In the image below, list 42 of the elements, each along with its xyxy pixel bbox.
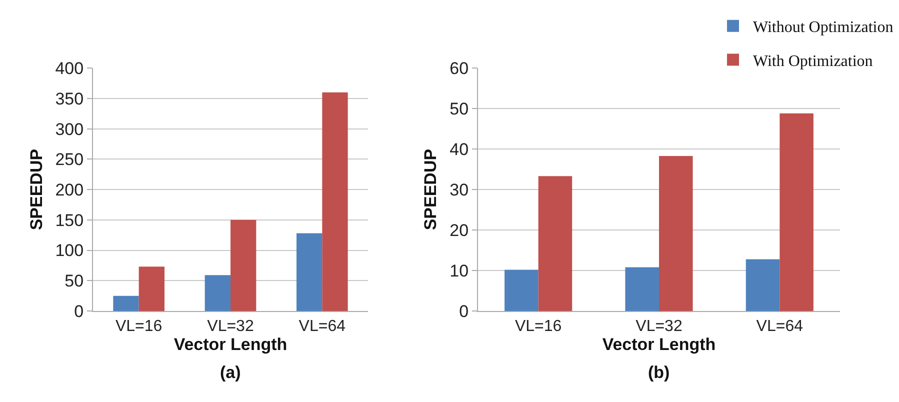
y-tick-label: 20 bbox=[450, 220, 469, 240]
bar bbox=[504, 270, 538, 312]
x-tick-label: VL=64 bbox=[298, 318, 346, 336]
y-tick-label: 50 bbox=[64, 272, 84, 291]
y-tick-label: 0 bbox=[74, 302, 84, 321]
x-tick-label: VL=32 bbox=[636, 318, 682, 336]
text: (b) bbox=[648, 363, 670, 382]
x-tick-label: VL=32 bbox=[207, 318, 254, 336]
y-axis-title: SPEEDUP bbox=[421, 148, 440, 230]
y-axis-title: SPEEDUP bbox=[26, 148, 46, 230]
x-tick-label: VL=16 bbox=[115, 318, 162, 336]
bar bbox=[322, 92, 348, 312]
bar bbox=[538, 176, 572, 312]
y-tick-label: 100 bbox=[55, 241, 84, 260]
x-tick-label: VL=64 bbox=[756, 318, 804, 336]
y-tick-label: 250 bbox=[55, 150, 84, 170]
x-tick-label: VL=16 bbox=[514, 318, 562, 336]
y-tick-label: 150 bbox=[55, 210, 84, 230]
y-tick-label: 350 bbox=[55, 89, 84, 108]
bar bbox=[113, 296, 139, 312]
y-tick-label: 40 bbox=[450, 140, 469, 159]
bar bbox=[296, 233, 322, 312]
y-tick-label: 0 bbox=[459, 302, 469, 321]
bar bbox=[659, 156, 693, 312]
legend-label: Without Optimization bbox=[753, 19, 894, 36]
bar bbox=[230, 220, 256, 312]
bar bbox=[204, 275, 230, 312]
text: (a) bbox=[220, 363, 241, 382]
y-tick-label: 10 bbox=[450, 261, 469, 280]
y-tick-label: 200 bbox=[55, 180, 84, 200]
x-axis-title: Vector Length bbox=[602, 335, 716, 354]
y-tick-label: 300 bbox=[55, 120, 84, 139]
bar bbox=[138, 266, 164, 312]
bar bbox=[746, 259, 780, 312]
y-tick-label: 60 bbox=[450, 59, 469, 78]
y-tick-label: 50 bbox=[450, 100, 469, 119]
x-axis-title: Vector Length bbox=[174, 335, 288, 354]
y-tick-label: 400 bbox=[55, 59, 84, 78]
bar bbox=[780, 113, 814, 312]
y-tick-label: 30 bbox=[450, 180, 469, 200]
legend-label: With Optimization bbox=[753, 52, 873, 70]
bar bbox=[625, 267, 659, 312]
